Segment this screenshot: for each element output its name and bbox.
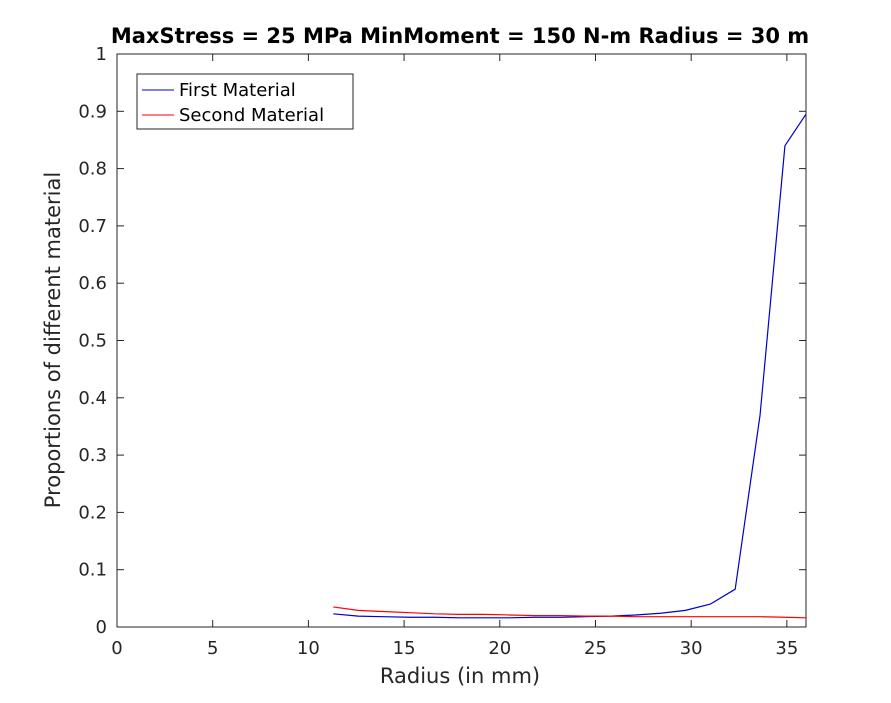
- x-tick-label: 30: [680, 638, 703, 659]
- series-line-first-material: [333, 113, 807, 619]
- x-axis: 0 5 10 15 20 25 30 35: [111, 54, 798, 659]
- series-line-second-material: [333, 606, 807, 619]
- y-axis: 0 0.1 0.2 0.3 0.4 0.5 0.6 0.7 0.8 0.9 1: [78, 44, 806, 638]
- chart-title: MaxStress = 25 MPa MinMoment = 150 N-m R…: [111, 24, 809, 48]
- y-tick-label: 0.5: [78, 331, 107, 352]
- series-layer: [333, 113, 807, 619]
- y-tick-label: 0: [96, 617, 107, 638]
- legend-label-second-material: Second Material: [179, 105, 324, 126]
- y-tick-label: 0.8: [78, 159, 107, 180]
- x-axis-label: Radius (in mm): [380, 664, 540, 688]
- y-tick-label: 0.6: [78, 273, 107, 294]
- plot-area: [116, 53, 807, 628]
- y-tick-label: 0.2: [78, 502, 107, 523]
- x-tick-label: 35: [775, 638, 798, 659]
- x-tick-label: 0: [111, 638, 122, 659]
- y-tick-label: 0.1: [78, 560, 107, 581]
- y-tick-label: 0.7: [78, 216, 107, 237]
- y-tick-label: 0.3: [78, 445, 107, 466]
- x-tick-label: 5: [207, 638, 218, 659]
- legend: First Material Second Material: [136, 73, 354, 130]
- x-tick-label: 20: [488, 638, 511, 659]
- legend-label-first-material: First Material: [179, 80, 296, 101]
- y-tick-label: 0.4: [78, 388, 107, 409]
- legend-box: [136, 73, 354, 130]
- y-tick-label: 1: [96, 44, 107, 65]
- x-tick-label: 15: [393, 638, 416, 659]
- y-tick-label: 0.9: [78, 101, 107, 122]
- x-tick-label: 25: [584, 638, 607, 659]
- y-axis-label: Proportions of different material: [41, 172, 65, 508]
- x-tick-label: 10: [297, 638, 320, 659]
